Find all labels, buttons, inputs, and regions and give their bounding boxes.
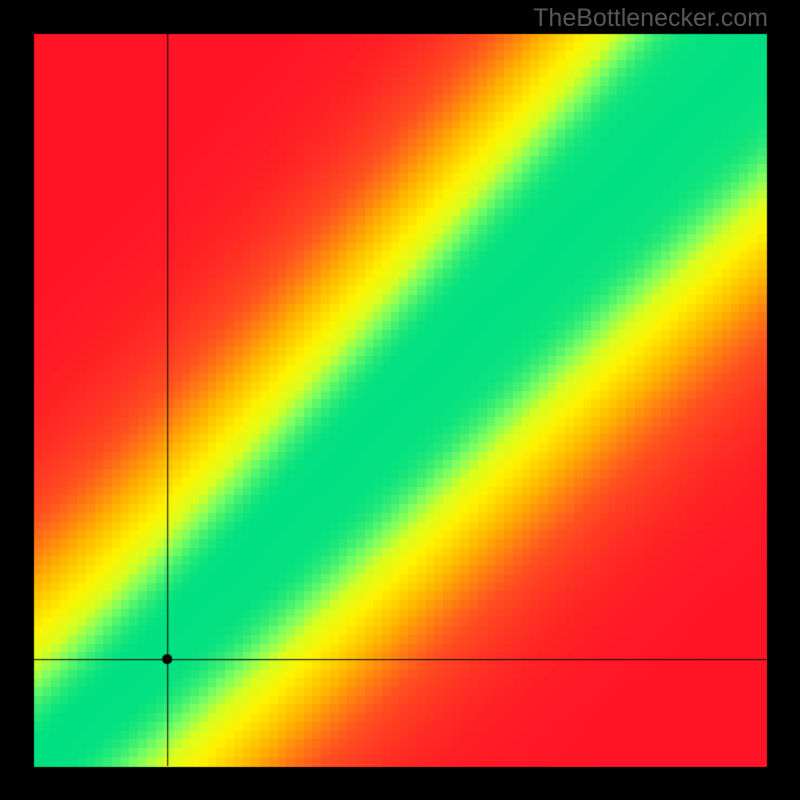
watermark-text: TheBottlenecker.com: [533, 4, 768, 33]
bottleneck-heatmap: [0, 0, 800, 800]
chart-container: TheBottlenecker.com: [0, 0, 800, 800]
